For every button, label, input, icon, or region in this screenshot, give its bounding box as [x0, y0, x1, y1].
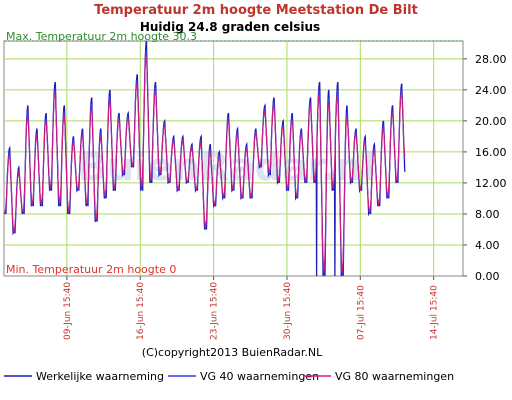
grid — [4, 41, 463, 276]
series-line-vg80 — [3, 55, 406, 273]
y-axis: 0.00 4.00 8.00 12.00 16.00 20.00 24.00 28.00 — [463, 53, 507, 283]
min-temperature-label: Min. Temperatuur 2m hoogte 0 — [6, 263, 176, 276]
y-tick-label: 28.00 — [475, 53, 507, 66]
x-tick-label: 30-Jun 15:40 — [283, 282, 293, 340]
legend-label: VG 40 waarnemingen — [200, 370, 319, 383]
series-layer — [3, 40, 406, 277]
y-tick-label: 4.00 — [475, 239, 500, 252]
chart-title: Temperatuur 2m hoogte Meetstation De Bil… — [94, 3, 418, 18]
x-tick-label: 23-Jun 15:40 — [210, 282, 220, 340]
max-temperature-label: Max. Temperatuur 2m hoogte 30.3 — [6, 30, 197, 43]
chart-subtitle: Huidig 24.8 graden celsius — [140, 20, 320, 34]
legend-label: Werkelijke waarneming — [36, 370, 164, 383]
y-tick-label: 16.00 — [475, 146, 507, 159]
y-tick-label: 0.00 — [475, 270, 500, 283]
y-tick-label: 24.00 — [475, 84, 507, 97]
y-tick-label: 20.00 — [475, 115, 507, 128]
legend: Werkelijke waarneming VG 40 waarnemingen V… — [4, 370, 454, 383]
x-tick-label: 07-Jul 15:40 — [356, 285, 366, 340]
legend-label: VG 80 waarnemingen — [335, 370, 454, 383]
y-tick-label: 12.00 — [475, 177, 507, 190]
y-tick-label: 8.00 — [475, 208, 500, 221]
x-axis: 09-Jun 15:40 16-Jun 15:40 23-Jun 15:40 30-J… — [63, 276, 440, 340]
copyright-text: (C)copyright2013 BuienRadar.NL — [142, 346, 323, 359]
x-tick-label: 16-Jun 15:40 — [136, 282, 146, 340]
x-tick-label: 09-Jun 15:40 — [63, 282, 73, 340]
x-tick-label: 14-Jul 15:40 — [430, 285, 440, 340]
